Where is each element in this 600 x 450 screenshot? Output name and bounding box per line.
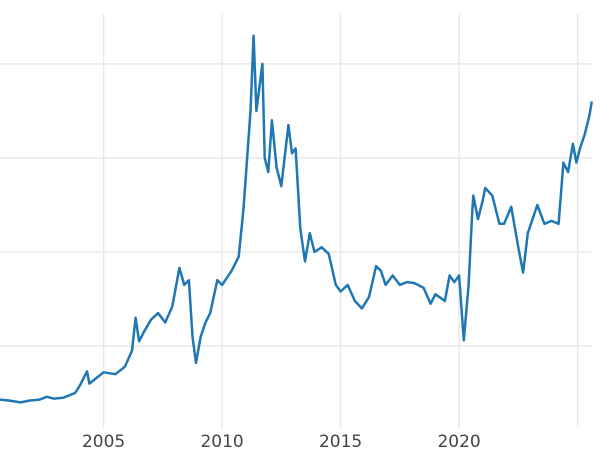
series: [0, 34, 594, 404]
price-line: [0, 34, 594, 404]
x-tick-label: 2005: [82, 432, 125, 450]
x-tick-label: 2010: [200, 432, 243, 450]
x-tick-label: 2020: [437, 432, 480, 450]
x-axis-ticks: 2005 2010 2015 2020: [82, 432, 481, 450]
x-tick-label: 2015: [319, 432, 362, 450]
